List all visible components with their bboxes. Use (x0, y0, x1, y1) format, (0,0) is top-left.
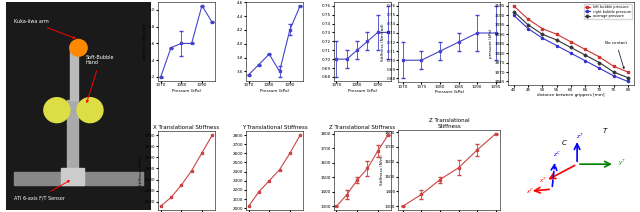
Text: $x^T$: $x^T$ (540, 176, 548, 185)
Bar (67, 100, 79, 173)
right bubble pressure (595, 67, 603, 70)
Text: $x^C$: $x^C$ (525, 187, 534, 196)
Text: $z^T$: $z^T$ (576, 131, 584, 141)
Y-axis label: Stiffness (N/m): Stiffness (N/m) (140, 155, 143, 186)
Y-axis label: pressure (kPa): pressure (kPa) (490, 29, 493, 59)
left bubble pressure (510, 5, 518, 7)
Y-axis label: Stiffness (Nm/rad): Stiffness (Nm/rad) (381, 23, 385, 61)
average pressure (595, 61, 603, 64)
Line: average pressure: average pressure (513, 11, 629, 79)
right bubble pressure (510, 14, 518, 17)
Text: ATI 6-axis F/T Sensor: ATI 6-axis F/T Sensor (13, 181, 69, 201)
Text: Kuka-iiwa arm: Kuka-iiwa arm (13, 19, 75, 38)
right bubble pressure (624, 80, 632, 83)
average pressure (581, 54, 589, 56)
right bubble pressure (581, 59, 589, 62)
average pressure (610, 71, 618, 73)
Bar (70, 48, 79, 100)
Bar (13, 173, 143, 185)
Title: Y Rotational Stiffness: Y Rotational Stiffness (245, 0, 303, 1)
Text: $C$: $C$ (561, 138, 568, 148)
Title: Z Rotational
Stiffness: Z Rotational Stiffness (433, 0, 466, 1)
right bubble pressure (524, 27, 532, 30)
left bubble pressure (610, 65, 618, 68)
average pressure (624, 76, 632, 79)
Text: $y^T$: $y^T$ (618, 158, 626, 168)
Line: left bubble pressure: left bubble pressure (513, 5, 629, 73)
Title: Z Rotational Stiffness: Z Rotational Stiffness (333, 0, 392, 1)
average pressure (553, 39, 561, 41)
Y-axis label: Stiffness (Nm/rad): Stiffness (Nm/rad) (143, 22, 147, 60)
Title: X Rotational Stiffness: X Rotational Stiffness (157, 0, 216, 1)
X-axis label: Pressure (kPa): Pressure (kPa) (348, 89, 377, 93)
X-axis label: Pressure (kPa): Pressure (kPa) (435, 90, 464, 94)
right bubble pressure (538, 37, 546, 39)
Legend: left bubble pressure, right bubble pressure, average pressure: left bubble pressure, right bubble press… (584, 4, 632, 19)
left bubble pressure (553, 33, 561, 35)
left bubble pressure (624, 71, 632, 73)
left bubble pressure (567, 40, 575, 43)
left bubble pressure (581, 48, 589, 51)
Text: No contact: No contact (605, 41, 627, 69)
X-axis label: Pressure (kPa): Pressure (kPa) (172, 89, 201, 93)
left bubble pressure (595, 56, 603, 58)
Title: X Translational Stiffness: X Translational Stiffness (154, 125, 220, 130)
Y-axis label: Stiffness (N/m): Stiffness (N/m) (380, 155, 383, 185)
X-axis label: Pressure (kPa): Pressure (kPa) (260, 89, 289, 93)
Ellipse shape (77, 98, 103, 123)
average pressure (567, 46, 575, 49)
Line: right bubble pressure: right bubble pressure (513, 14, 629, 82)
Text: $T$: $T$ (602, 126, 609, 135)
X-axis label: distance between grippers [mm]: distance between grippers [mm] (537, 93, 605, 97)
average pressure (538, 33, 546, 35)
right bubble pressure (553, 44, 561, 47)
Title: Y Translational Stiffness: Y Translational Stiffness (241, 125, 307, 130)
Text: Soft-Bubble
Hand: Soft-Bubble Hand (86, 55, 114, 102)
Bar (61, 168, 84, 185)
average pressure (510, 10, 518, 13)
Ellipse shape (70, 39, 87, 56)
average pressure (524, 24, 532, 26)
left bubble pressure (524, 18, 532, 20)
Text: $z^C$: $z^C$ (553, 150, 561, 159)
Title: Z Translational Stiffness: Z Translational Stiffness (329, 125, 396, 130)
right bubble pressure (610, 74, 618, 77)
left bubble pressure (538, 27, 546, 30)
Ellipse shape (44, 98, 70, 123)
Title: Z Translational
Stiffness: Z Translational Stiffness (429, 118, 470, 129)
right bubble pressure (567, 52, 575, 54)
